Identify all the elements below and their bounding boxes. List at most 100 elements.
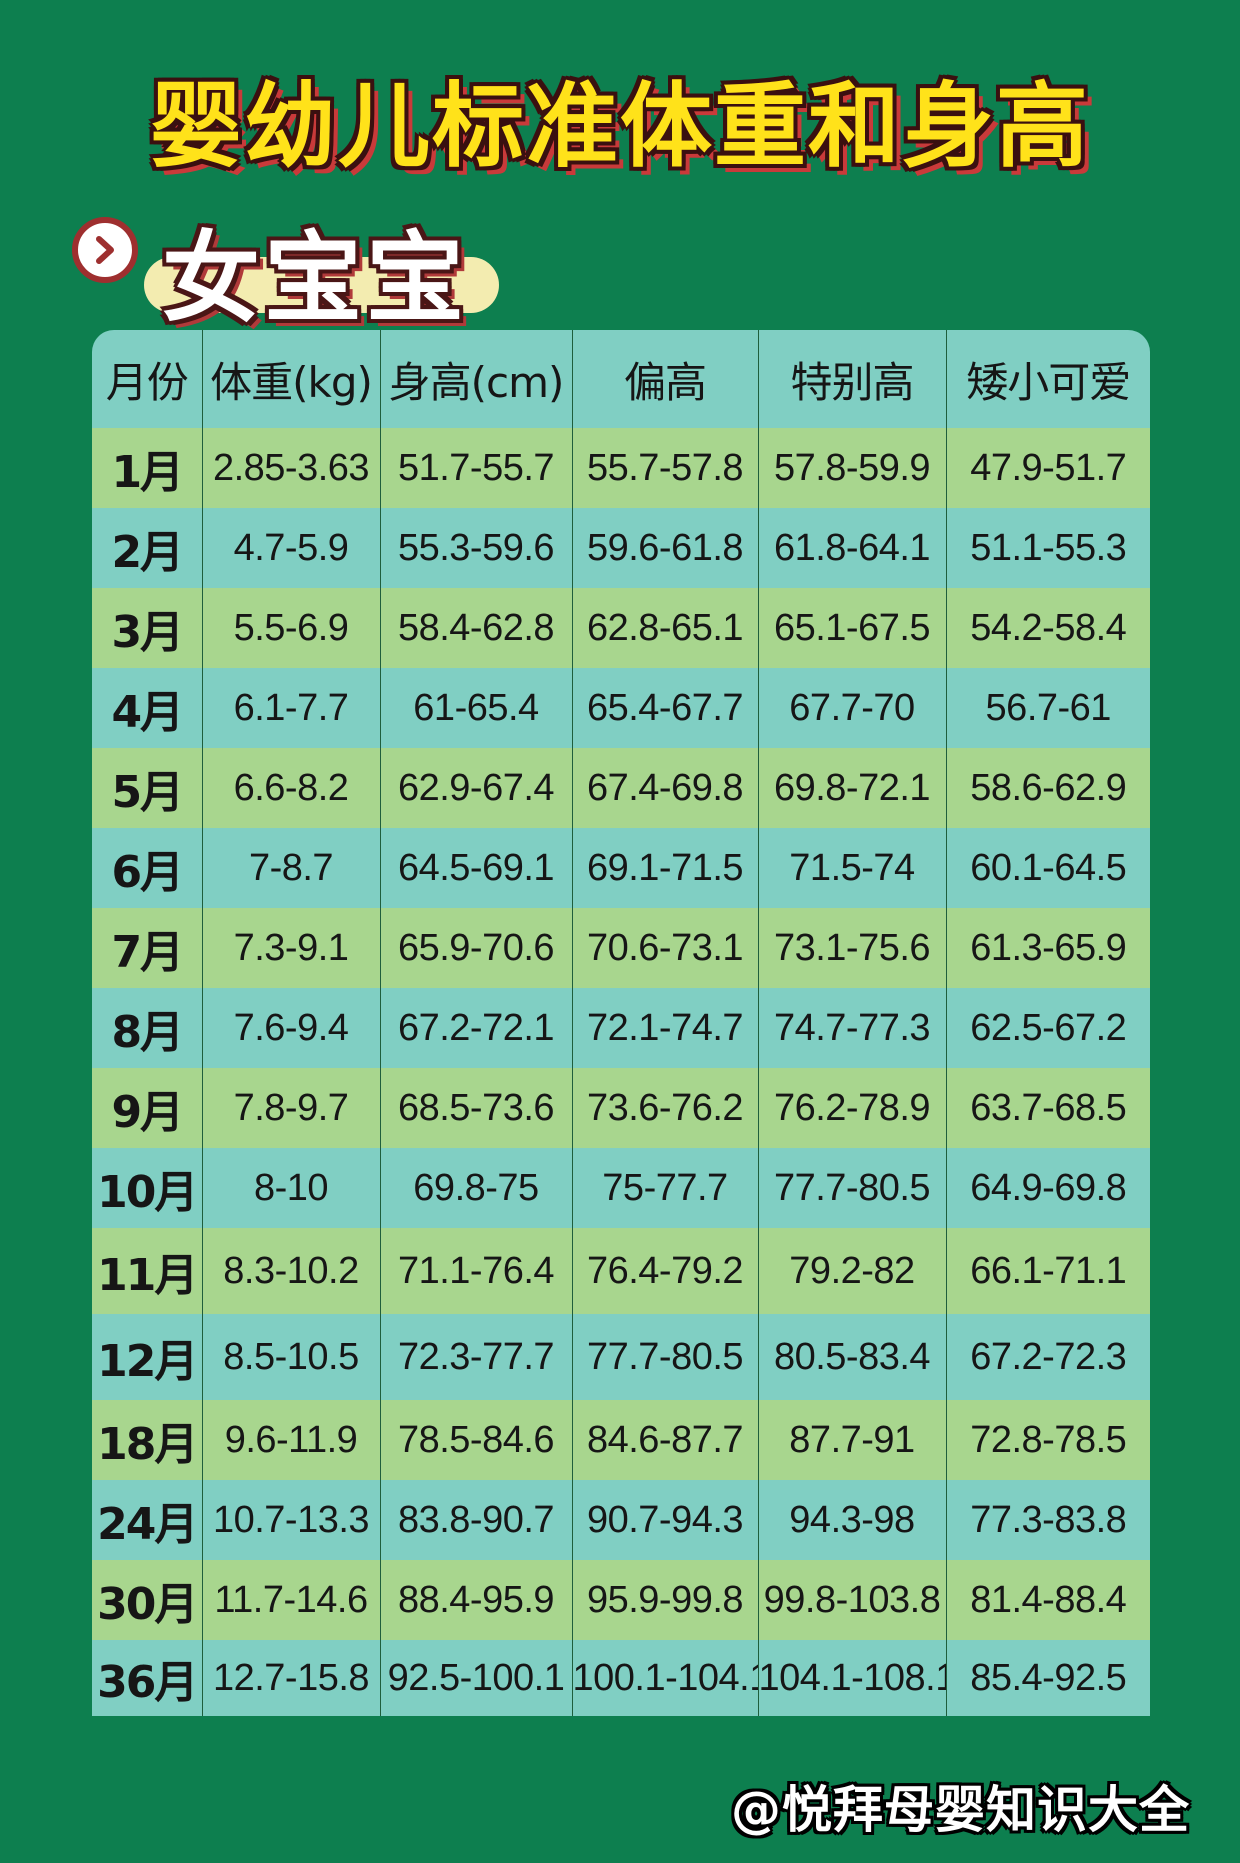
table-row: 8月 7.6-9.4 67.2-72.1 72.1-74.7 74.7-77.3 62.5… [92, 988, 1150, 1068]
cell-very-tall: 94.3-98 [757, 1480, 946, 1560]
growth-table: 月份 体重(kg) 身高(cm) 偏高 特别高 矮小可爱 1月 2.85-3.63… [92, 330, 1150, 1716]
page-title: 婴幼儿标准体重和身高 [149, 73, 1090, 180]
table-row: 7月 7.3-9.1 65.9-70.6 70.6-73.1 73.1-75.6 61.3… [92, 908, 1150, 988]
cell-height: 65.9-70.6 [379, 908, 572, 988]
cell-height: 55.3-59.6 [379, 508, 572, 588]
table-row: 1月 2.85-3.63 51.7-55.7 55.7-57.8 57.8-59.9 47… [92, 428, 1150, 508]
cell-month: 24月 [97, 1499, 198, 1550]
cell-weight: 8-10 [201, 1148, 380, 1228]
cell-weight: 6.1-7.7 [201, 668, 380, 748]
cell-month: 3月 [111, 607, 184, 658]
cell-tall: 77.7-80.5 [571, 1314, 758, 1400]
cell-tall: 55.7-57.8 [571, 428, 758, 508]
cell-month: 1月 [111, 447, 184, 498]
gender-label-highlight [144, 257, 499, 313]
cell-weight: 7.6-9.4 [201, 988, 380, 1068]
cell-tall: 73.6-76.2 [571, 1068, 758, 1148]
cell-weight: 8.5-10.5 [201, 1314, 380, 1400]
cell-short: 77.3-83.8 [945, 1480, 1150, 1560]
cell-month: 11月 [97, 1250, 198, 1301]
cell-short: 61.3-65.9 [945, 908, 1150, 988]
cell-very-tall: 73.1-75.6 [757, 908, 946, 988]
cell-very-tall: 67.7-70 [757, 668, 946, 748]
cell-weight: 7.3-9.1 [201, 908, 380, 988]
cell-short: 54.2-58.4 [945, 588, 1150, 668]
cell-height: 67.2-72.1 [379, 988, 572, 1068]
cell-height: 69.8-75 [379, 1148, 572, 1228]
cell-very-tall: 61.8-64.1 [757, 508, 946, 588]
cell-very-tall: 77.7-80.5 [757, 1148, 946, 1228]
cell-tall: 65.4-67.7 [571, 668, 758, 748]
cell-short: 51.1-55.3 [945, 508, 1150, 588]
cell-short: 56.7-61 [945, 668, 1150, 748]
growth-table-container: 月份 体重(kg) 身高(cm) 偏高 特别高 矮小可爱 1月 2.85-3.63… [92, 330, 1150, 1732]
table-row: 36月 12.7-15.8 92.5-100.1 100.1-104.1 104.1-1… [92, 1640, 1150, 1716]
cell-month: 7月 [111, 927, 184, 978]
cell-tall: 59.6-61.8 [571, 508, 758, 588]
cell-short: 63.7-68.5 [945, 1068, 1150, 1148]
chevron-right-icon [72, 217, 138, 283]
cell-tall: 84.6-87.7 [571, 1400, 758, 1480]
table-header-row: 月份 体重(kg) 身高(cm) 偏高 特别高 矮小可爱 [92, 330, 1150, 428]
cell-height: 83.8-90.7 [379, 1480, 572, 1560]
cell-short: 64.9-69.8 [945, 1148, 1150, 1228]
cell-month: 8月 [111, 1007, 184, 1058]
cell-very-tall: 65.1-67.5 [757, 588, 946, 668]
cell-weight: 7.8-9.7 [201, 1068, 380, 1148]
cell-tall: 69.1-71.5 [571, 828, 758, 908]
cell-short: 81.4-88.4 [945, 1560, 1150, 1640]
table-row: 12月 8.5-10.5 72.3-77.7 77.7-80.5 80.5-83.4 67… [92, 1314, 1150, 1400]
cell-height: 78.5-84.6 [379, 1400, 572, 1480]
cell-very-tall: 69.8-72.1 [757, 748, 946, 828]
cell-tall: 70.6-73.1 [571, 908, 758, 988]
header-very-tall: 特别高 [757, 330, 946, 428]
cell-height: 64.5-69.1 [379, 828, 572, 908]
header-height: 身高(cm) [379, 330, 572, 428]
cell-weight: 2.85-3.63 [201, 428, 380, 508]
cell-tall: 67.4-69.8 [571, 748, 758, 828]
table-row: 30月 11.7-14.6 88.4-95.9 95.9-99.8 99.8-103.8… [92, 1560, 1150, 1640]
cell-tall: 100.1-104.1 [571, 1640, 758, 1716]
cell-height: 72.3-77.7 [379, 1314, 572, 1400]
cell-short: 60.1-64.5 [945, 828, 1150, 908]
cell-short: 67.2-72.3 [945, 1314, 1150, 1400]
cell-weight: 11.7-14.6 [201, 1560, 380, 1640]
cell-tall: 62.8-65.1 [571, 588, 758, 668]
cell-weight: 12.7-15.8 [201, 1640, 380, 1716]
cell-short: 62.5-67.2 [945, 988, 1150, 1068]
cell-short: 47.9-51.7 [945, 428, 1150, 508]
cell-weight: 5.5-6.9 [201, 588, 380, 668]
cell-very-tall: 99.8-103.8 [757, 1560, 946, 1640]
cell-weight: 4.7-5.9 [201, 508, 380, 588]
cell-very-tall: 79.2-82 [757, 1228, 946, 1314]
table-row: 10月 8-10 69.8-75 75-77.7 77.7-80.5 64.9-69.8 [92, 1148, 1150, 1228]
table-row: 5月 6.6-8.2 62.9-67.4 67.4-69.8 69.8-72.1 58.6… [92, 748, 1150, 828]
cell-weight: 8.3-10.2 [201, 1228, 380, 1314]
table-row: 2月 4.7-5.9 55.3-59.6 59.6-61.8 61.8-64.1 51.1… [92, 508, 1150, 588]
table-row: 6月 7-8.7 64.5-69.1 69.1-71.5 71.5-74 60.1-64.… [92, 828, 1150, 908]
cell-height: 92.5-100.1 [379, 1640, 572, 1716]
cell-month: 12月 [97, 1336, 198, 1387]
cell-short: 66.1-71.1 [945, 1228, 1150, 1314]
cell-very-tall: 104.1-108.1 [757, 1640, 946, 1716]
table-row: 24月 10.7-13.3 83.8-90.7 90.7-94.3 94.3-98 77.… [92, 1480, 1150, 1560]
table-row: 9月 7.8-9.7 68.5-73.6 73.6-76.2 76.2-78.9 63.7… [92, 1068, 1150, 1148]
cell-month: 2月 [111, 527, 184, 578]
cell-very-tall: 80.5-83.4 [757, 1314, 946, 1400]
table-row: 18月 9.6-11.9 78.5-84.6 84.6-87.7 87.7-91 72.8… [92, 1400, 1150, 1480]
cell-height: 51.7-55.7 [379, 428, 572, 508]
cell-tall: 90.7-94.3 [571, 1480, 758, 1560]
cell-height: 68.5-73.6 [379, 1068, 572, 1148]
gender-label: 女宝宝 [162, 222, 469, 336]
cell-short: 58.6-62.9 [945, 748, 1150, 828]
cell-month: 30月 [97, 1579, 198, 1630]
cell-weight: 10.7-13.3 [201, 1480, 380, 1560]
header-month: 月份 [105, 357, 189, 407]
cell-short: 72.8-78.5 [945, 1400, 1150, 1480]
cell-tall: 95.9-99.8 [571, 1560, 758, 1640]
cell-month: 9月 [111, 1087, 184, 1138]
cell-very-tall: 76.2-78.9 [757, 1068, 946, 1148]
table-row: 3月 5.5-6.9 58.4-62.8 62.8-65.1 65.1-67.5 54.2… [92, 588, 1150, 668]
cell-height: 61-65.4 [379, 668, 572, 748]
cell-weight: 6.6-8.2 [201, 748, 380, 828]
